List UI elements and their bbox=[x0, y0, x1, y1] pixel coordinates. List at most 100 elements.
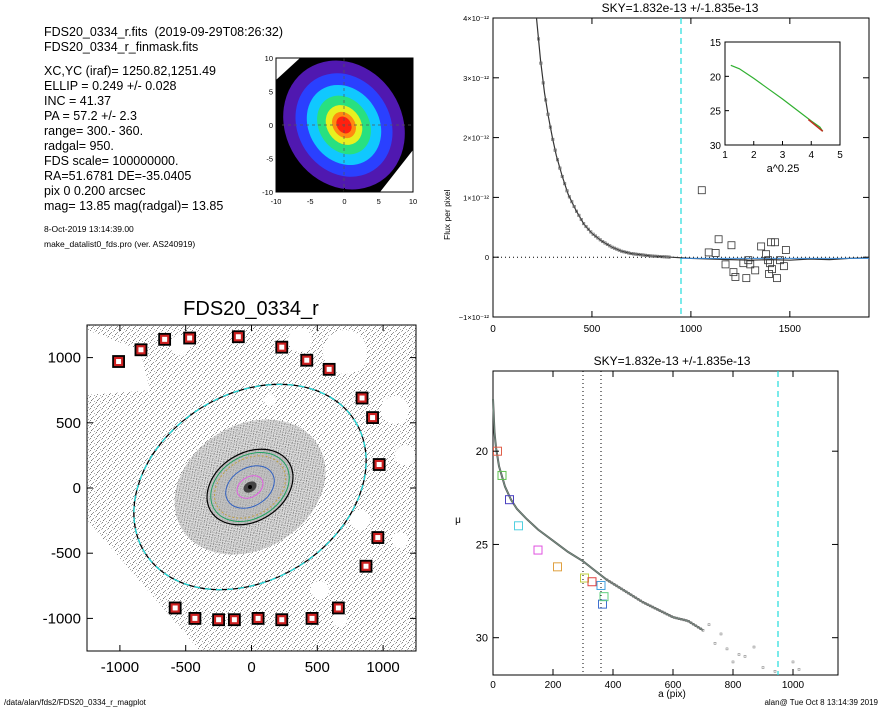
flux-y-label: Flux per pixel bbox=[442, 189, 452, 240]
mag-scatter-point bbox=[761, 666, 765, 669]
thumbnail-plot: -10 -5 0 5 10 10 5 0 -5 -10 bbox=[262, 54, 417, 206]
parameter-line: ELLIP = 0.249 +/- 0.028 bbox=[44, 79, 177, 93]
flux-y-tick-label: 1×10⁻¹² bbox=[463, 193, 489, 202]
flux-profile-point bbox=[579, 217, 583, 221]
mag-profile-point bbox=[629, 593, 633, 597]
mask-box-inner bbox=[326, 366, 332, 372]
mag-scatter-point bbox=[791, 660, 795, 664]
mag-profile-point bbox=[689, 621, 693, 625]
flux-profile-point bbox=[582, 222, 586, 226]
flux-outlier-point bbox=[697, 186, 706, 195]
flux-profile-title: SKY=1.832e-13 +/-1.835e-13 bbox=[602, 1, 759, 15]
mag-profile-point bbox=[665, 612, 669, 616]
thumb-y-tick-label: 0 bbox=[269, 121, 273, 130]
thumb-y-tick-label: -5 bbox=[266, 155, 273, 164]
mag-profile-point bbox=[680, 618, 683, 621]
mag-isophote-marker bbox=[587, 577, 597, 587]
flux-outlier-point bbox=[766, 259, 774, 268]
inset-y-tick-label: 30 bbox=[710, 141, 722, 152]
mag-profile-point bbox=[622, 589, 626, 592]
parameter-line: radgal= 950. bbox=[44, 139, 114, 153]
mag-scatter-point bbox=[719, 632, 723, 636]
mag-isophote-marker bbox=[598, 599, 607, 609]
flux-profile-plot: SKY=1.832e-13 +/-1.835e-13 0 500 1000 1500 4… bbox=[442, 1, 870, 335]
mask-box-inner bbox=[172, 605, 178, 611]
program-version: make_datalist0_fds.pro (ver. AS240919) bbox=[44, 239, 195, 249]
flux-profile-point bbox=[586, 227, 590, 231]
flux-outlier-point bbox=[776, 256, 784, 265]
mag-profile-point bbox=[663, 611, 666, 615]
flux-outlier-point bbox=[762, 250, 770, 259]
mag-profile-point bbox=[632, 595, 635, 598]
mag-profile-point bbox=[656, 608, 659, 611]
mag-profile-point bbox=[701, 628, 705, 632]
inset-x-tick-label: 4 bbox=[808, 150, 814, 161]
mask-box-inner bbox=[359, 395, 365, 401]
mag-profile-point bbox=[634, 596, 638, 600]
map-x-tick-label: 1000 bbox=[366, 659, 399, 676]
flux-y-tick-label: 2×10⁻¹² bbox=[463, 134, 489, 143]
thumb-x-tick-label: 5 bbox=[377, 197, 381, 206]
flux-profile-point bbox=[548, 125, 552, 129]
mask-box-inner bbox=[192, 615, 198, 621]
flux-profile-point bbox=[565, 189, 569, 193]
flux-outlier-point bbox=[767, 238, 775, 247]
inset-x-tick-label: 1 bbox=[722, 150, 728, 161]
mag-isophote-marker bbox=[533, 545, 543, 555]
mag-profile-point bbox=[694, 624, 698, 628]
parameter-line: pix 0 0.200 arcsec bbox=[44, 184, 145, 198]
map-y-tick-label: -500 bbox=[51, 545, 81, 562]
flux-x-tick-label: 1000 bbox=[680, 324, 703, 335]
flux-outlier-point bbox=[768, 265, 776, 274]
mag-isophote-marker bbox=[505, 495, 514, 505]
mag-profile-point bbox=[636, 598, 640, 601]
map-x-tick-label: 0 bbox=[247, 659, 255, 676]
flux-outlier-point bbox=[746, 260, 755, 269]
map-y-tick-label: -1000 bbox=[43, 610, 81, 627]
mask-box-inner bbox=[363, 563, 369, 569]
mag-profile-point bbox=[615, 584, 618, 588]
inset-curve bbox=[730, 64, 824, 132]
thumb-x-tick-label: -10 bbox=[271, 197, 282, 206]
flux-inset-plot: 1 2 3 4 5 15 20 25 30 a^0.25 bbox=[710, 38, 843, 175]
flux-y-tick-label: −1×10⁻¹² bbox=[459, 313, 490, 322]
mask-box-inner bbox=[309, 615, 315, 621]
header-line-1: FDS20_0334_r.fits (2019-09-29T08:26:32) bbox=[44, 25, 283, 39]
flux-profile-point bbox=[577, 213, 581, 217]
parameter-line: range= 300.- 360. bbox=[44, 124, 143, 138]
flux-outlier-point bbox=[714, 235, 723, 244]
flux-profile-point bbox=[541, 81, 545, 85]
mag-profile-point bbox=[651, 605, 654, 609]
mag-profile-point bbox=[617, 586, 621, 589]
flux-profile-point bbox=[553, 148, 557, 152]
mag-isophote-marker bbox=[514, 521, 523, 531]
flux-profile-point bbox=[584, 225, 588, 229]
mag-y-tick-label: 20 bbox=[476, 446, 488, 458]
thumb-x-tick-label: -5 bbox=[307, 197, 314, 206]
mag-profile-point bbox=[699, 627, 702, 630]
flux-profile-point bbox=[556, 158, 560, 162]
thumb-y-tick-label: 5 bbox=[269, 88, 273, 97]
mag-profile-point bbox=[620, 587, 623, 591]
mag-isophote-marker bbox=[580, 573, 589, 583]
mag-profile-point bbox=[605, 578, 609, 582]
mag-profile-point bbox=[672, 616, 676, 619]
mag-profile-point bbox=[641, 601, 645, 604]
flux-profile-point bbox=[589, 230, 593, 234]
inset-x-tick-label: 5 bbox=[837, 150, 843, 161]
map-y-tick-label: 1000 bbox=[48, 350, 81, 367]
mag-profile-point bbox=[624, 590, 628, 594]
mag-x-tick-label: 200 bbox=[545, 680, 562, 691]
thumb-y-tick-label: 10 bbox=[265, 54, 273, 63]
inset-y-tick-label: 20 bbox=[710, 72, 722, 83]
mask-box-inner bbox=[235, 334, 241, 340]
mag-x-tick-label: 0 bbox=[490, 680, 496, 691]
mag-profile-point bbox=[677, 617, 681, 620]
mag-profile-point bbox=[660, 610, 664, 614]
mask-box-inner bbox=[255, 615, 261, 621]
run-date: 8-Oct-2019 13:14:39.00 bbox=[44, 224, 134, 234]
flux-profile-point bbox=[563, 182, 567, 186]
mag-y-tick-label: 30 bbox=[476, 633, 488, 645]
flux-profile-point bbox=[594, 234, 598, 238]
